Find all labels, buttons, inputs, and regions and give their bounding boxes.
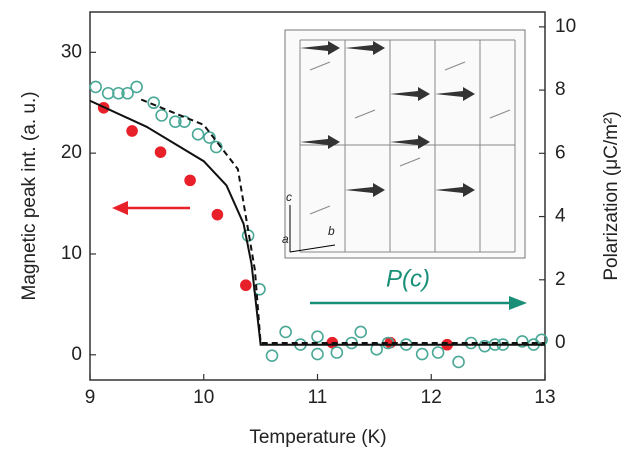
data-point [431, 346, 445, 359]
data-point [211, 208, 224, 221]
data-point [101, 86, 115, 100]
y2-tick-label: 0 [555, 332, 566, 353]
y2-tick-label: 10 [555, 16, 576, 37]
data-point [89, 80, 102, 94]
data-point [330, 346, 344, 359]
x-axis-label: Temperature (K) [249, 427, 386, 448]
x-tick-label: 10 [193, 387, 214, 408]
x-tick-label: 13 [534, 387, 555, 408]
data-point [265, 349, 279, 362]
data-point [515, 335, 529, 348]
data-point [121, 86, 134, 100]
data-point [354, 325, 368, 339]
data-point [147, 96, 160, 110]
data-point [184, 174, 196, 187]
data-point [126, 125, 138, 137]
y-tick-label: 20 [61, 142, 82, 163]
y-axis-label: Magnetic peak int. (a. u.) [19, 91, 40, 300]
x-tick-label: 12 [421, 387, 442, 408]
inset-label: c [286, 190, 292, 204]
data-point [415, 347, 429, 361]
data-point [240, 279, 252, 292]
x-tick-label: 9 [85, 387, 96, 408]
y2-tick-label: 6 [555, 142, 566, 163]
data-point [154, 146, 167, 158]
fit-line [140, 98, 545, 345]
x-tick-label: 11 [308, 387, 328, 408]
data-point [279, 325, 292, 339]
y2-tick-label: 4 [555, 206, 566, 227]
data-point [169, 115, 182, 129]
y-tick-label: 30 [61, 41, 82, 62]
y-tick-label: 0 [71, 344, 82, 365]
inset-label: a [282, 232, 289, 246]
data-point [452, 355, 465, 369]
annotation: P(c) [386, 265, 430, 292]
data-point [311, 347, 324, 361]
data-point [112, 86, 125, 100]
data-point [191, 128, 205, 141]
arrow-head [509, 296, 527, 310]
inset-structure [284, 29, 526, 259]
inset-label: b [328, 224, 335, 238]
y2-tick-label: 2 [555, 269, 566, 290]
data-point [311, 330, 324, 343]
data-point [209, 140, 223, 154]
y2-axis-label: Polarization (μC/m²) [601, 111, 622, 280]
data-point [178, 115, 191, 129]
arrow-head [112, 201, 128, 215]
y2-tick-label: 8 [555, 79, 566, 100]
data-point [155, 109, 168, 122]
data-point [203, 131, 216, 144]
data-point [130, 80, 143, 94]
y-tick-label: 10 [61, 243, 82, 264]
